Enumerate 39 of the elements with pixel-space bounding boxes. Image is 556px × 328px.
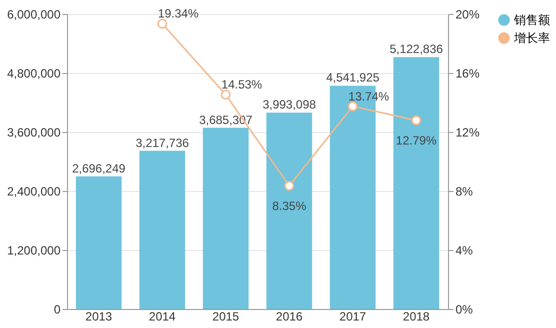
- data-label: 2,696,249: [72, 161, 126, 176]
- data-label: 3,993,098: [262, 98, 316, 112]
- y2-tick-label: 20%: [456, 8, 480, 22]
- y-tick-label: 4,800,000: [7, 66, 61, 80]
- y-tick-label: 0: [54, 302, 61, 316]
- y2-tick-label: 4%: [456, 244, 474, 258]
- data-label: 12.79%: [396, 133, 437, 148]
- point: [157, 18, 168, 29]
- point: [284, 180, 294, 191]
- point: [220, 90, 231, 100]
- y-tick-label: 1,200,000: [7, 244, 61, 258]
- legend-label: 销售额: [513, 13, 550, 27]
- x-tick-label: 2014: [148, 310, 176, 324]
- x-tick-label: 2016: [276, 310, 303, 324]
- data-label: 8.35%: [272, 198, 307, 213]
- data-label: 3,217,736: [136, 136, 190, 150]
- x-tick-label: 2013: [85, 310, 112, 324]
- data-label: 5,122,836: [390, 42, 444, 56]
- x-tick-label: 2017: [339, 310, 366, 324]
- y2-tick-label: 8%: [456, 184, 474, 198]
- bar: [393, 57, 440, 309]
- bar: [266, 112, 312, 309]
- y-tick-label: 2,400,000: [7, 184, 61, 198]
- data-label: 4,541,925: [326, 70, 380, 85]
- data-label: 14.53%: [221, 78, 262, 92]
- x-tick-label: 2015: [212, 310, 240, 324]
- data-label: 19.34%: [158, 6, 199, 21]
- point: [411, 115, 422, 126]
- x-tick-label: 2018: [402, 310, 430, 324]
- y-tick-label: 6,000,000: [7, 8, 61, 22]
- y2-tick-label: 16%: [456, 66, 480, 80]
- bar: [139, 150, 186, 309]
- bar: [76, 176, 122, 309]
- point: [348, 101, 358, 112]
- legend-label: 增长率: [513, 31, 550, 45]
- bar: [202, 128, 249, 309]
- y2-tick-label: 12%: [456, 126, 480, 140]
- y2-tick-label: 0%: [456, 302, 474, 316]
- y-tick-label: 3,600,000: [7, 126, 61, 140]
